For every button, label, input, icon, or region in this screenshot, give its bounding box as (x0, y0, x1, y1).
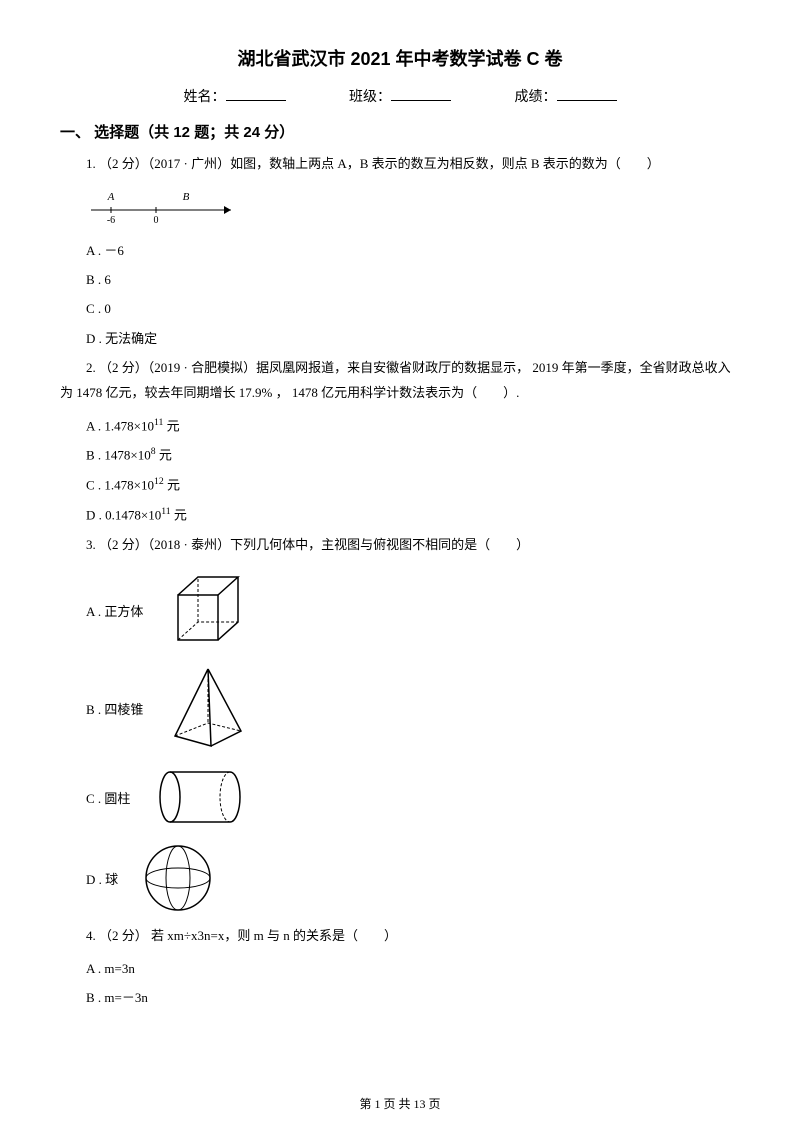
exam-title: 湖北省武汉市 2021 年中考数学试卷 C 卷 (60, 45, 740, 71)
cube-icon (163, 565, 253, 655)
score-label: 成绩： (515, 90, 557, 105)
pyramid-icon (163, 661, 253, 756)
student-info-row: 姓名： 班级： 成绩： (60, 86, 740, 106)
q3-option-d-label: D . 球 (86, 869, 118, 888)
q3-option-a-label: A . 正方体 (86, 601, 143, 620)
number-line-diagram: A B -6 0 (86, 185, 246, 225)
svg-text:-6: -6 (107, 215, 115, 225)
page-footer: 第 1 页 共 13 页 (0, 1095, 800, 1112)
name-blank (226, 100, 286, 101)
class-label: 班级： (349, 90, 391, 105)
q2-option-b: B . 1478×108 元 (86, 443, 740, 467)
svg-text:0: 0 (154, 215, 159, 225)
q3-option-d: D . 球 (86, 838, 740, 918)
cylinder-icon (150, 762, 250, 832)
q1-option-d: D . 无法确定 (86, 327, 740, 350)
sphere-icon (138, 838, 218, 918)
question-1-text: 1. （2 分）（2017 · 广州）如图，数轴上两点 A，B 表示的数互为相反… (60, 152, 740, 177)
section-1-header: 一、 选择题（共 12 题；共 24 分） (60, 121, 740, 142)
score-blank (557, 100, 617, 101)
q3-option-c: C . 圆柱 (86, 762, 740, 832)
q2-option-d: D . 0.1478×1011 元 (86, 503, 740, 527)
q1-option-c: C . 0 (86, 297, 740, 320)
q2-option-c: C . 1.478×1012 元 (86, 473, 740, 497)
q3-option-c-label: C . 圆柱 (86, 788, 130, 807)
svg-text:A: A (107, 191, 115, 203)
q3-option-a: A . 正方体 (86, 565, 740, 655)
q1-option-b: B . 6 (86, 268, 740, 291)
q4-option-b: B . m=－3n (86, 986, 740, 1009)
question-2-text: 2. （2 分）（2019 · 合肥模拟）据凤凰网报道，来自安徽省财政厅的数据显… (60, 356, 740, 405)
q1-option-a: A . －6 (86, 239, 740, 262)
svg-text:B: B (183, 191, 190, 203)
name-label: 姓名： (184, 90, 226, 105)
class-blank (391, 100, 451, 101)
question-4-text: 4. （2 分） 若 xm÷x3n=x，则 m 与 n 的关系是（ ） (60, 924, 740, 949)
q4-option-a: A . m=3n (86, 957, 740, 980)
q2-option-a: A . 1.478×1011 元 (86, 414, 740, 438)
question-3-text: 3. （2 分）（2018 · 泰州）下列几何体中，主视图与俯视图不相同的是（ … (60, 533, 740, 558)
q3-option-b: B . 四棱锥 (86, 661, 740, 756)
q3-option-b-label: B . 四棱锥 (86, 699, 143, 718)
